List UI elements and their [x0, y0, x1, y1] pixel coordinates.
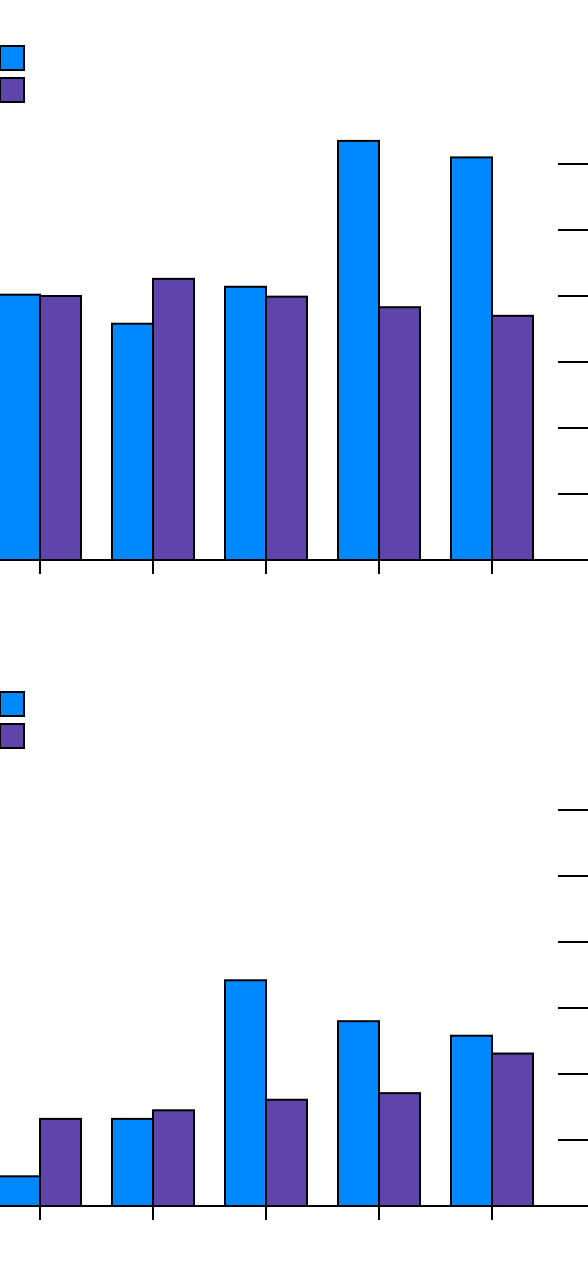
bar-series-1-cat-3 [224, 979, 267, 1208]
bar-series-2-cat-2 [152, 1109, 195, 1208]
bar-series-1-cat-2 [111, 1117, 154, 1208]
bar-series-1-cat-1 [0, 293, 41, 561]
legend-swatch-series-2 [0, 77, 25, 103]
bar-series-1-cat-4 [337, 139, 380, 561]
bar-series-2-cat-4 [378, 306, 421, 561]
bar-series-1-cat-5 [450, 1034, 493, 1207]
bar-series-2-cat-3 [265, 1098, 308, 1207]
bar-series-1-cat-5 [450, 156, 493, 561]
bar-series-2-cat-2 [152, 277, 195, 561]
legend-swatch-series-2 [0, 723, 25, 749]
bar-series-1-cat-3 [224, 285, 267, 561]
legend-2 [0, 691, 25, 749]
bar-series-2-cat-1 [39, 1117, 82, 1208]
bar-series-1-cat-4 [337, 1020, 380, 1208]
bar-series-2-cat-4 [378, 1092, 421, 1208]
bar-series-1-cat-2 [111, 322, 154, 561]
bar-series-2-cat-5 [491, 1052, 534, 1208]
bar-series-1-cat-1 [0, 1175, 41, 1208]
legend-swatch-series-1 [0, 45, 25, 71]
chart-panel-2 [0, 691, 588, 1220]
chart-panel-1 [0, 45, 588, 574]
bar-series-2-cat-3 [265, 295, 308, 561]
bar-series-2-cat-5 [491, 314, 534, 561]
legend-1 [0, 45, 25, 103]
bar-series-2-cat-1 [39, 295, 82, 561]
legend-swatch-series-1 [0, 691, 25, 717]
